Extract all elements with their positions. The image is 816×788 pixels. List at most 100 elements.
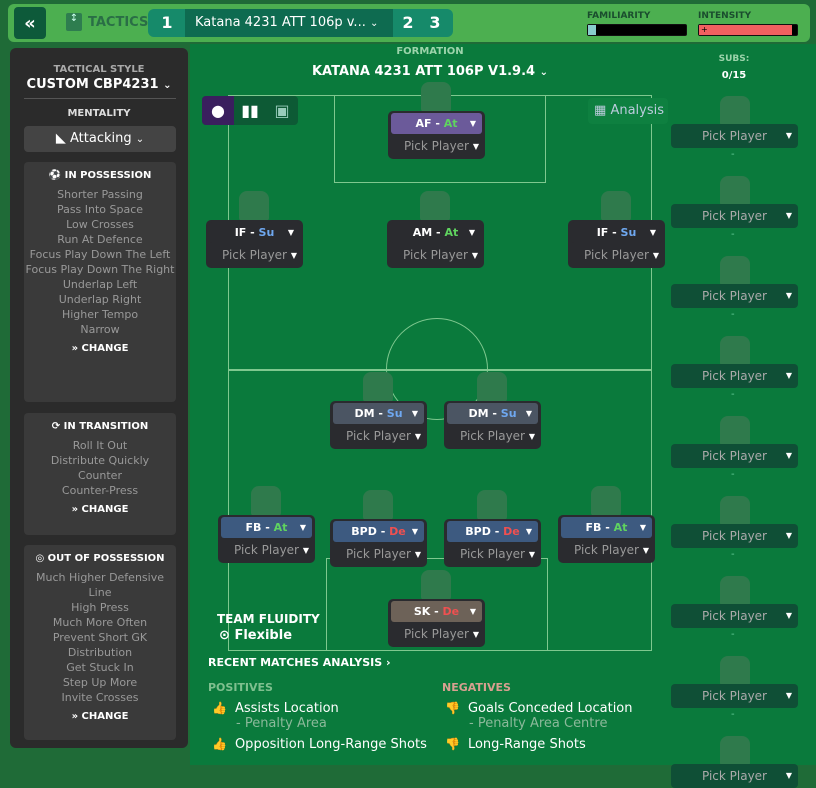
duty: De — [389, 525, 406, 538]
duty: Su — [258, 226, 275, 239]
role-select[interactable]: BPD - De ▼ — [447, 521, 538, 542]
recent-matches-analysis-link[interactable]: RECENT MATCHES ANALYSIS › — [208, 656, 391, 669]
caret-down-icon: ▼ — [785, 371, 792, 380]
instruction-item: Distribute Quickly — [50, 454, 150, 467]
tab-1[interactable]: 1 — [161, 13, 173, 32]
tab-2[interactable]: 2 — [402, 13, 414, 32]
shirt-icon — [720, 256, 750, 286]
role-select[interactable]: DM - Su ▼ — [333, 403, 424, 424]
out-of-possession-change-button[interactable]: » CHANGE — [71, 711, 129, 722]
role-select[interactable]: AF - At ▼ — [391, 113, 482, 134]
mentality-select[interactable]: ◣ Attacking ⌄ — [24, 126, 176, 152]
instruction-item: Focus Play Down The Right — [25, 263, 175, 276]
caret-down-icon: ▼ — [414, 432, 421, 441]
sub-pick-player-select[interactable]: Pick Player ▼ — [671, 684, 798, 708]
pick-player-select[interactable]: Pick Player ▼ — [330, 426, 427, 447]
analysis-button[interactable]: ▦ Analysis — [588, 98, 668, 124]
pick-player-select[interactable]: Pick Player ▼ — [387, 245, 484, 266]
role-name: DM — [354, 407, 375, 420]
role-select[interactable]: DM - Su ▼ — [447, 403, 538, 424]
role-name: IF — [596, 226, 609, 239]
shirt-icon — [720, 656, 750, 686]
role-select[interactable]: IF - Su ▼ — [209, 222, 300, 243]
instruction-item: Much Higher Defensive Line — [36, 571, 164, 599]
pick-player-select[interactable]: Pick Player ▼ — [558, 540, 655, 561]
position-slot: BPD - De ▼ Pick Player ▼ — [444, 519, 541, 567]
position-slot: IF - Su ▼ Pick Player ▼ — [568, 220, 665, 268]
familiarity-bar[interactable] — [587, 24, 687, 36]
separator: - — [374, 407, 387, 420]
sub-pick-player-select[interactable]: Pick Player ▼ — [671, 764, 798, 788]
role-select[interactable]: IF - Su ▼ — [571, 222, 662, 243]
pick-player-select[interactable]: Pick Player ▼ — [388, 136, 485, 157]
in-possession-box: ⚽ IN POSSESSION Shorter Passing Pass Into… — [24, 162, 176, 402]
tactical-style-select[interactable]: CUSTOM CBP4231 ⌄ — [26, 77, 172, 92]
subs-count: 0/15 — [721, 70, 747, 81]
team-fluidity-value[interactable]: ⊙ Flexible — [219, 628, 293, 643]
sub-pick-player-select[interactable]: Pick Player ▼ — [671, 124, 798, 148]
intensity-bar[interactable]: + — [698, 24, 798, 36]
tactics-view-icon[interactable]: ▣ — [274, 101, 290, 120]
role-name: IF — [234, 226, 247, 239]
thumbs-up-icon: 👍 — [212, 701, 227, 715]
pick-player-select[interactable]: Pick Player ▼ — [568, 245, 665, 266]
pick-player-select[interactable]: Pick Player ▼ — [218, 540, 315, 561]
analysis-item[interactable]: 👍 Assists Location - Penalty Area — [212, 701, 339, 731]
sub-pick-player-select[interactable]: Pick Player ▼ — [671, 284, 798, 308]
tab-3[interactable]: 3 — [429, 13, 441, 32]
formation-select[interactable]: KATANA 4231 ATT 106P V1.9.4 ⌄ — [311, 64, 549, 79]
duty: At — [613, 521, 628, 534]
shirt-icon — [239, 191, 269, 221]
in-possession-change-button[interactable]: » CHANGE — [71, 343, 129, 354]
role-select[interactable]: FB - At ▼ — [221, 517, 312, 538]
pick-player-select[interactable]: Pick Player ▼ — [206, 245, 303, 266]
instruction-item: Pass Into Space — [56, 203, 144, 216]
role-select[interactable]: BPD - De ▼ — [333, 521, 424, 542]
sub-pick-player-select[interactable]: Pick Player ▼ — [671, 444, 798, 468]
negatives-list: 👎 Goals Conceded Location - Penalty Area C… — [445, 697, 675, 754]
analysis-item[interactable]: 👍 Opposition Long-Range Shots — [212, 737, 427, 752]
team-fluidity-label: TEAM FLUIDITY — [217, 612, 320, 626]
shirt-icon — [421, 570, 451, 600]
sub-pick-player-select[interactable]: Pick Player ▼ — [671, 604, 798, 628]
intensity-label: INTENSITY — [698, 11, 752, 21]
duty: At — [444, 226, 459, 239]
caret-down-icon: ▼ — [469, 607, 476, 616]
thumbs-up-icon: 👍 — [212, 737, 227, 751]
target-icon: ⊙ — [219, 628, 230, 643]
stats-view-icon[interactable]: ▮▮ — [241, 101, 259, 120]
analysis-item[interactable]: 👎 Goals Conceded Location - Penalty Area C… — [445, 701, 633, 731]
role-name: AF — [415, 117, 432, 130]
analysis-item[interactable]: 👎 Long-Range Shots — [445, 737, 586, 752]
pick-player-select[interactable]: Pick Player ▼ — [444, 426, 541, 447]
shirt-icon — [720, 576, 750, 606]
sub-placeholder: - — [731, 309, 735, 320]
shirt-icon — [720, 416, 750, 446]
position-slot: DM - Su ▼ Pick Player ▼ — [330, 401, 427, 449]
player-view-icon[interactable]: ● — [202, 96, 234, 125]
role-select[interactable]: AM - At ▼ — [390, 222, 481, 243]
caret-down-icon: ▼ — [525, 527, 532, 536]
pick-player-select[interactable]: Pick Player ▼ — [388, 624, 485, 645]
sub-pick-player-select[interactable]: Pick Player ▼ — [671, 524, 798, 548]
separator: - — [608, 226, 621, 239]
duty: De — [503, 525, 520, 538]
caret-down-icon: ▼ — [471, 251, 478, 260]
duty: At — [273, 521, 288, 534]
role-select[interactable]: SK - De ▼ — [391, 601, 482, 622]
back-button[interactable]: « — [14, 7, 46, 39]
tactic-select[interactable]: Katana 4231 ATT 106p v... ⌄ — [185, 9, 393, 37]
sub-pick-player-select[interactable]: Pick Player ▼ — [671, 204, 798, 228]
duty: At — [443, 117, 458, 130]
caret-down-icon: ▼ — [528, 550, 535, 559]
in-transition-change-button[interactable]: » CHANGE — [71, 504, 129, 515]
role-select[interactable]: FB - At ▼ — [561, 517, 652, 538]
shirt-icon — [720, 496, 750, 526]
defence-icon: ◎ — [35, 553, 45, 564]
pick-player-select[interactable]: Pick Player ▼ — [444, 544, 541, 565]
pick-player-select[interactable]: Pick Player ▼ — [330, 544, 427, 565]
instruction-item: Underlap Left — [62, 278, 138, 291]
in-transition-list: Roll It Out Distribute Quickly Counter Coun… — [24, 438, 176, 498]
sub-pick-player-select[interactable]: Pick Player ▼ — [671, 364, 798, 388]
formation-label: FORMATION — [396, 46, 464, 57]
